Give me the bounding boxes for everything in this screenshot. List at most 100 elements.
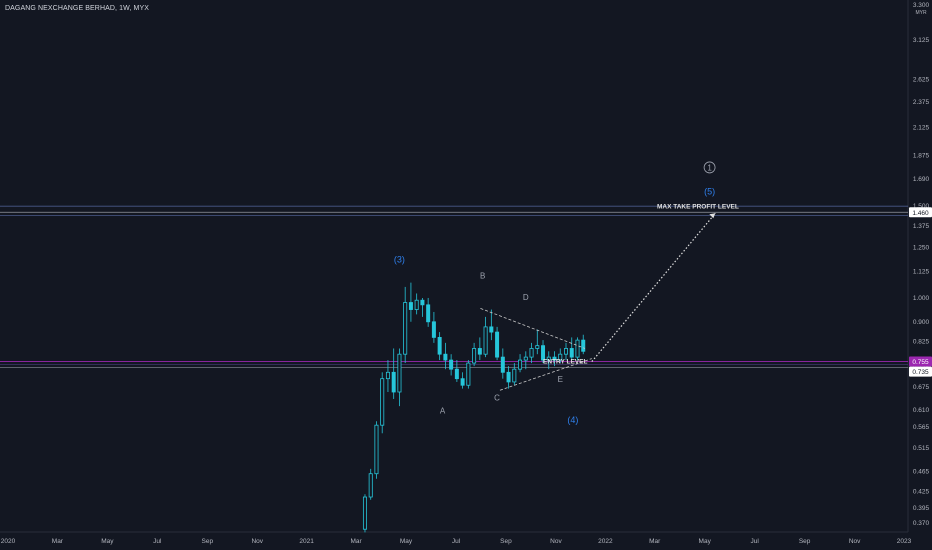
projection-arrowhead [709,213,716,219]
candle-body [495,331,500,358]
candle-body [546,356,551,361]
y-tick-label: 0.610 [913,407,930,414]
candle-body [529,348,534,358]
candle-body [420,299,425,306]
x-tick-label: Sep [500,538,512,545]
circled-wave-label: 1 [707,163,712,172]
y-tick-label: 1.875 [913,153,930,160]
y-tick-label: 0.825 [913,338,930,345]
candle-body [512,368,517,383]
y-tick-label: 0.675 [913,384,930,391]
candle-body [374,424,379,475]
subwave-label: D [523,293,529,302]
candle-body [500,356,505,373]
candle-body [414,299,419,310]
candle-body [518,359,523,370]
entry-label: ENTRY LEVEL [543,359,587,366]
y-tick-label: 1.500 [913,203,930,210]
x-tick-label: Nov [849,538,861,545]
x-tick-label: Nov [550,538,562,545]
subwave-label: C [494,394,500,403]
subwave-label: E [558,375,563,384]
triangle-upper-line [480,307,586,349]
candle-body [362,496,367,530]
y-tick-label: 0.425 [913,489,930,496]
candle-body [483,326,488,355]
y-tick-label: 0.370 [913,520,930,527]
y-tick-label: 3.125 [913,37,930,44]
price-tag-bg [909,366,932,377]
y-tick-label: 2.375 [913,99,930,106]
candle-body [523,356,528,361]
x-tick-label: May [101,538,114,545]
candle-body [454,368,459,380]
x-tick-label: Sep [202,538,214,545]
y-tick-label: 1.000 [913,295,930,302]
y-tick-label: 3.300 [913,2,930,9]
candle-body [449,359,454,370]
circled-wave-marker [703,161,716,174]
y-tick-label: 1.690 [913,176,930,183]
candle-body [368,473,373,498]
candle-body [489,326,494,333]
candle-body [552,356,557,361]
candle-body [558,353,563,361]
x-tick-label: May [400,538,413,545]
candle-body [397,353,402,393]
candle-body [391,371,396,393]
candle-body [541,345,546,361]
x-tick-label: 2021 [299,538,314,545]
candle-body [472,348,477,364]
candle-body [443,353,448,361]
candle-body [477,348,482,355]
x-tick-label: May [699,538,712,545]
y-tick-label: 0.395 [913,505,930,512]
y-tick-label: 0.515 [913,445,930,452]
y-tick-label: 2.125 [913,124,930,131]
currency-label: MYR [915,10,927,16]
wave-label: (5) [704,186,715,196]
x-tick-label: 2023 [897,538,912,545]
candle-body [564,348,569,355]
y-tick-label: 0.565 [913,424,930,431]
wave-label: (3) [394,254,405,264]
candle-body [581,339,586,352]
y-tick-label: 2.625 [913,76,930,83]
x-tick-label: Jul [452,538,461,545]
candle-body [569,348,574,358]
x-tick-label: Mar [350,538,362,545]
candle-body [408,302,413,310]
candle-body [403,302,408,355]
y-tick-label: 1.125 [913,268,930,275]
x-tick-label: Mar [52,538,64,545]
x-tick-label: Jul [751,538,760,545]
candle-body [380,378,385,426]
candle-body [437,337,442,355]
wave-label: (4) [567,415,578,425]
y-tick-label: 1.375 [913,223,930,230]
price-tag-bg [909,356,932,367]
candle-body [385,371,390,380]
x-tick-label: Sep [799,538,811,545]
take-profit-label: MAX TAKE PROFIT LEVEL [657,203,739,210]
candle-body [535,345,540,349]
candle-body [466,362,471,386]
price-tag-label: 1.460 [912,210,929,217]
price-tag-label: 0.735 [912,369,929,376]
x-tick-label: Jul [153,538,162,545]
candle-body [426,304,431,323]
x-tick-label: 2022 [598,538,613,545]
projection-line [591,212,716,362]
x-tick-label: Nov [251,538,263,545]
price-tag-bg [909,207,932,218]
triangle-lower-line [499,358,592,391]
y-tick-label: 0.465 [913,468,930,475]
x-tick-label: Mar [649,538,661,545]
subwave-label: A [440,407,446,416]
candle-body [460,378,465,386]
candle-body [431,321,436,338]
y-tick-label: 1.250 [913,244,930,251]
price-tag-label: 0.755 [912,359,929,366]
y-tick-label: 0.900 [913,319,930,326]
